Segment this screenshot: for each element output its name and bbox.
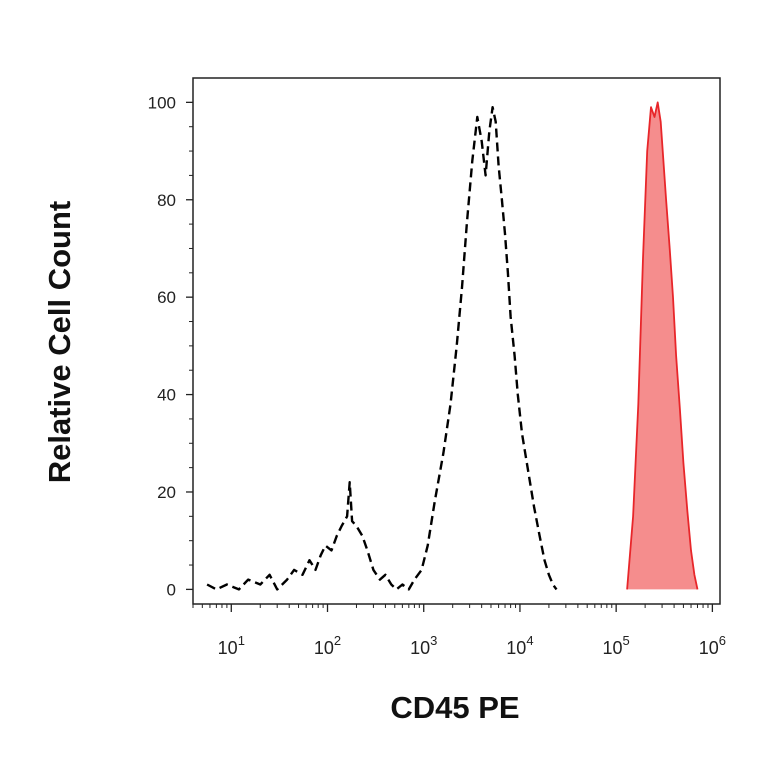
y-axis-title: Relative Cell Count [42, 201, 77, 484]
x-tick-label: 102 [314, 633, 341, 658]
x-tick-label: 105 [603, 633, 630, 658]
series-2-line [626, 101, 699, 590]
series-1-line [206, 106, 558, 591]
y-tick-label: 20 [157, 483, 176, 502]
tick-labels-layer: 0 20 40 60 80 100 101 102 103 104 105 106 [148, 93, 726, 658]
y-tick-label: 60 [157, 288, 176, 307]
x-tick-label: 101 [218, 633, 245, 658]
x-tick-label: 103 [410, 633, 437, 658]
plot-frame [192, 77, 721, 605]
plot-series-layer [206, 101, 699, 591]
axis-ticks-layer [186, 101, 714, 612]
y-tick-label: 80 [157, 191, 176, 210]
x-tick-label: 104 [506, 633, 533, 658]
x-axis-title: CD45 PE [390, 690, 519, 725]
y-tick-label: 100 [148, 93, 176, 112]
y-tick-label: 0 [167, 580, 176, 599]
y-tick-label: 40 [157, 386, 176, 405]
x-tick-label: 106 [699, 633, 726, 658]
